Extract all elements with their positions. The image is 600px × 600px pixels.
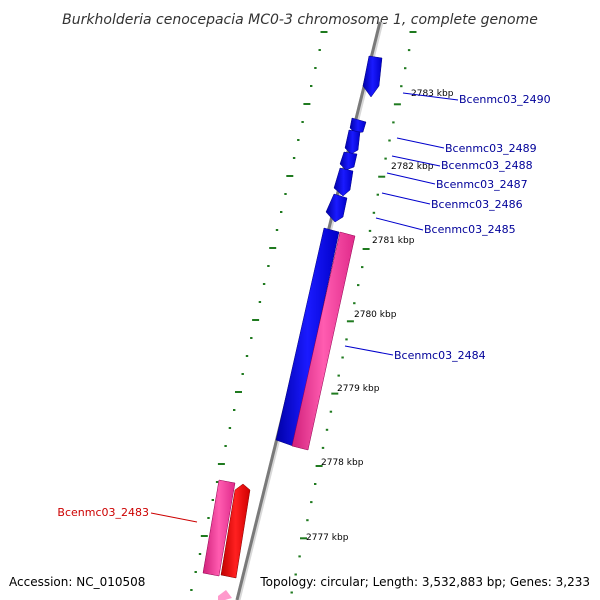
scale-label-2777: 2777 kbp <box>306 533 349 543</box>
scale-label-2783: 2783 kbp <box>411 89 454 99</box>
gene-bcenmc03-2485[interactable] <box>325 193 348 223</box>
gene-bcenmc03-2488[interactable] <box>344 129 361 155</box>
gene-label[interactable]: Bcenmc03_2489 <box>445 142 537 155</box>
label-leaders <box>150 92 459 523</box>
gene-label[interactable]: Bcenmc03_2490 <box>459 93 551 106</box>
gene-label[interactable]: Bcenmc03_2486 <box>431 198 523 211</box>
gene-label[interactable]: Bcenmc03_2483 <box>57 506 149 519</box>
gene-label[interactable]: Bcenmc03_2487 <box>436 178 528 191</box>
gene-features <box>202 55 383 600</box>
scale-label-2779: 2779 kbp <box>337 384 380 394</box>
gene-bcenmc03-2483[interactable] <box>202 479 236 577</box>
gene-reverse-red[interactable] <box>220 483 251 579</box>
gene-bcenmc03-2487[interactable] <box>339 151 358 171</box>
map-title: Burkholderia cenocepacia MC0-3 chromosom… <box>62 12 538 28</box>
accession-text: Accession: NC_010508 <box>9 575 145 589</box>
inner-tick-track <box>290 31 417 594</box>
scale-labels: 2783 kbp 2782 kbp 2781 kbp 2780 kbp 2779… <box>306 89 454 543</box>
genome-summary-text: Topology: circular; Length: 3,532,883 bp… <box>259 575 590 589</box>
gene-partial-bottom[interactable] <box>218 590 232 600</box>
scale-label-2778: 2778 kbp <box>321 458 364 468</box>
gene-label[interactable]: Bcenmc03_2484 <box>394 349 486 362</box>
gene-label[interactable]: Bcenmc03_2488 <box>441 159 533 172</box>
gene-label[interactable]: Bcenmc03_2485 <box>424 223 516 236</box>
scale-label-2782: 2782 kbp <box>391 162 434 172</box>
scale-label-2780: 2780 kbp <box>354 310 397 320</box>
scale-label-2781: 2781 kbp <box>372 236 415 246</box>
gene-bcenmc03-2486[interactable] <box>333 167 354 197</box>
gene-reverse-large[interactable] <box>291 231 356 451</box>
outer-tick-track <box>190 31 328 591</box>
gene-labels: Bcenmc03_2490 Bcenmc03_2489 Bcenmc03_248… <box>57 93 550 519</box>
gene-bcenmc03-2490[interactable] <box>362 55 383 98</box>
